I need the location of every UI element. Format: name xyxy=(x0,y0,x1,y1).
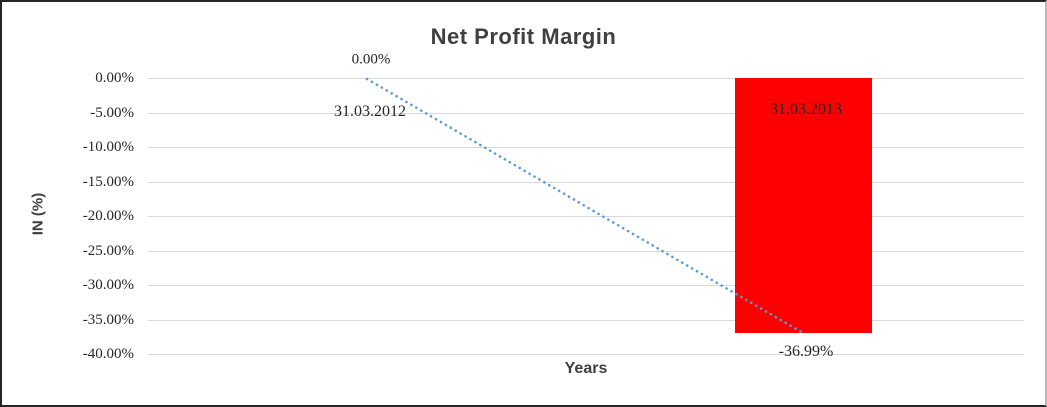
value-label-2012: 0.00% xyxy=(351,51,391,68)
bar-31-03-2013 xyxy=(735,78,872,333)
category-label-2012: 31.03.2012 xyxy=(334,103,406,120)
y-tick-label: -35.00% xyxy=(82,311,134,328)
y-tick-label: -40.00% xyxy=(82,346,134,362)
y-tick-label: -25.00% xyxy=(82,242,134,259)
gridline xyxy=(148,285,1024,286)
y-tick-label: -15.00% xyxy=(82,173,134,190)
y-tick-label: -20.00% xyxy=(82,208,134,224)
gridline xyxy=(148,147,1024,148)
plot-area xyxy=(148,77,1024,355)
gridline xyxy=(148,112,1024,114)
gridline xyxy=(148,250,1024,252)
y-tick-label: 0.00% xyxy=(95,70,134,86)
gridline xyxy=(148,78,1024,79)
gridline xyxy=(148,216,1024,217)
trendline xyxy=(365,77,805,335)
chart-title: Net Profit Margin xyxy=(430,24,617,49)
x-axis-title: Years xyxy=(564,360,608,377)
y-tick-label: -5.00% xyxy=(90,104,134,121)
trendline-path xyxy=(365,77,805,335)
y-tick-label: -10.00% xyxy=(82,139,134,155)
category-label-2013: 31.03.2013 xyxy=(770,101,842,118)
gridline xyxy=(148,181,1024,183)
value-label-2013: -36.99% xyxy=(778,343,834,360)
gridline xyxy=(148,319,1024,321)
y-tick-label: -30.00% xyxy=(82,277,134,293)
gridline xyxy=(148,354,1024,355)
